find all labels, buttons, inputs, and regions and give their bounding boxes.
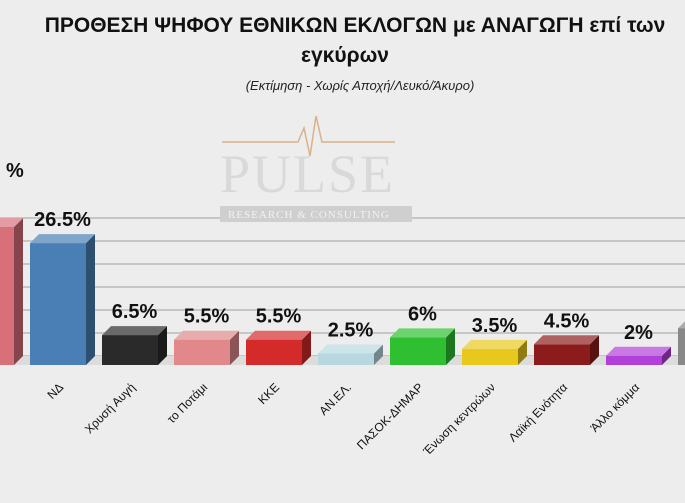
bar-side <box>518 339 527 365</box>
bar-side <box>230 330 239 365</box>
bar-group: 5.5% ΚΚΕ <box>246 306 311 407</box>
data-label: 5.5% <box>184 306 230 328</box>
data-label: 3.5% <box>472 315 518 337</box>
bar-side <box>662 346 671 365</box>
bar <box>318 353 374 365</box>
bar-group: %ΣΥΡΙΖΑ <box>0 160 24 365</box>
data-label: 5.5% <box>256 306 302 328</box>
watermark-tagline: RESEARCH & CONSULTING <box>228 209 390 221</box>
bar-top <box>462 339 527 349</box>
bar <box>246 339 302 365</box>
data-label: 4.5% <box>544 310 590 332</box>
bar-group: 26.5% ΝΔ <box>30 209 95 402</box>
bar <box>390 337 446 365</box>
bar-group: 2% Άλλο κόμμα <box>588 322 671 435</box>
bar-top <box>30 234 95 244</box>
bar-group: 4.5% Λαϊκή Ενότητα <box>506 310 599 445</box>
bar-top <box>678 321 685 329</box>
watermark-tagline-bg <box>220 206 412 222</box>
category-label: ΝΔ <box>44 380 66 402</box>
bar-group <box>678 321 685 365</box>
bar-top <box>534 335 599 345</box>
bar-top <box>102 326 167 336</box>
bar-side <box>14 218 23 365</box>
chart-title: ΠΡΟΘΕΣΗ ΨΗΦΟΥ ΕΘΝΙΚΩΝ ΕΚΛΟΓΩΝ με ΑΝΑΓΩΓΗ… <box>44 14 666 37</box>
data-label: 2% <box>624 322 653 344</box>
bar-top <box>246 330 311 340</box>
bar <box>102 335 158 365</box>
bar-side <box>158 326 167 365</box>
bar-top <box>318 344 383 354</box>
category-label: Ένωση κεντρώων <box>420 380 498 458</box>
category-label: Χρυσή Αυγή <box>82 380 138 436</box>
bar <box>534 344 590 365</box>
bar-side <box>374 344 383 365</box>
chart-subtitle: (Εκτίμηση - Χωρίς Αποχή/Λευκό/Άκυρο) <box>245 78 475 93</box>
bar <box>606 355 662 365</box>
category-label: ΠΑΣΟΚ-ΔΗΜΑΡ <box>354 380 426 452</box>
bar <box>0 227 14 365</box>
bar <box>678 328 685 365</box>
bar-group: 2.5% ΑΝ.ΕΛ. <box>316 320 383 418</box>
bar <box>462 348 518 365</box>
data-label: 26.5% <box>34 209 91 231</box>
category-label: το Ποτάμι <box>164 380 210 426</box>
data-label: % <box>6 160 24 182</box>
data-label: 6% <box>408 303 437 325</box>
data-label: 2.5% <box>328 320 374 342</box>
bar-side <box>446 328 455 365</box>
watermark-brand: PULSE <box>220 144 395 204</box>
watermark-pulse-line <box>222 115 395 157</box>
watermark-logo: PULSE RESEARCH & CONSULTING <box>220 115 412 222</box>
bar-top <box>174 330 239 340</box>
bar-top <box>0 218 23 227</box>
bar <box>174 339 230 365</box>
bar-side <box>302 330 311 365</box>
bar-side <box>86 234 95 365</box>
bar-group: 5.5% το Ποτάμι <box>164 306 239 426</box>
category-label: ΑΝ.ΕΛ. <box>316 380 354 418</box>
category-label: Λαϊκή Ενότητα <box>506 380 570 444</box>
bar-top <box>390 328 455 338</box>
bar <box>30 243 86 365</box>
data-label: 6.5% <box>112 301 158 323</box>
bar-top <box>606 346 671 356</box>
chart-title-line2: εγκύρων <box>301 44 389 67</box>
bar-side <box>590 335 599 365</box>
category-label: ΚΚΕ <box>255 380 282 407</box>
category-label: Άλλο κόμμα <box>588 380 643 435</box>
